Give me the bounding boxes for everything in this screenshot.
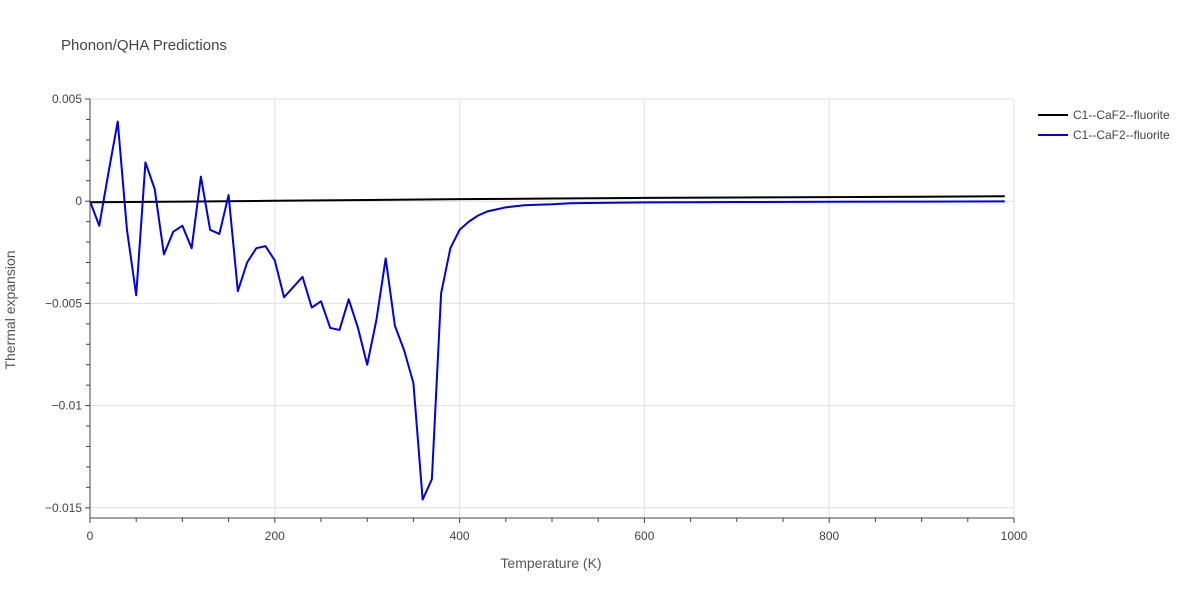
x-tick-label: 1000 [1001, 529, 1028, 543]
legend-label: C1--CaF2--fluorite [1073, 108, 1170, 122]
series-line-1 [89, 195, 1005, 204]
x-axis: 0 200 400 600 800 1000 [87, 517, 1028, 543]
series-layer [89, 120, 1005, 501]
legend-item-1[interactable]: C1--CaF2--fluorite [1038, 108, 1170, 122]
x-tick-label: 200 [265, 529, 285, 543]
y-axis: 0.005 0 −0.005 −0.01 −0.015 [45, 92, 91, 518]
y-tick-label: −0.005 [45, 296, 82, 310]
x-tick-label: 0 [87, 529, 94, 543]
legend-item-2[interactable]: C1--CaF2--fluorite [1038, 128, 1170, 142]
legend-label: C1--CaF2--fluorite [1073, 128, 1170, 142]
y-tick-label: 0 [75, 194, 82, 208]
x-tick-label: 400 [450, 529, 470, 543]
x-axis-title: Temperature (K) [500, 555, 601, 571]
chart-title: Phonon/QHA Predictions [61, 37, 227, 54]
x-tick-label: 600 [634, 529, 654, 543]
legend[interactable]: C1--CaF2--fluorite C1--CaF2--fluorite [1038, 108, 1170, 142]
series-line-2 [89, 120, 1005, 501]
y-tick-label: −0.01 [52, 399, 83, 413]
x-tick-label: 800 [819, 529, 839, 543]
y-axis-title: Thermal expansion [2, 250, 18, 369]
y-tick-label: −0.015 [45, 501, 82, 515]
y-tick-label: 0.005 [52, 92, 82, 106]
